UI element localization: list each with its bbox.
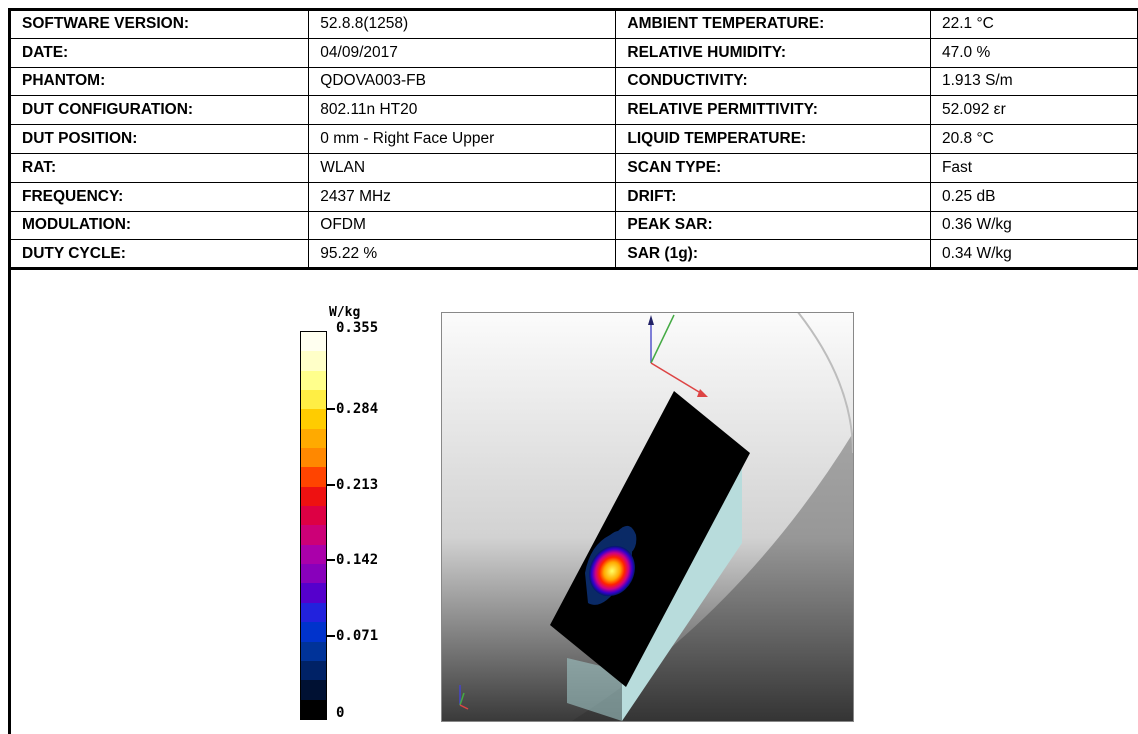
field-value: 802.11n HT20 [308, 95, 617, 126]
field-value: 0 mm - Right Face Upper [308, 124, 617, 154]
field-value: 47.0 % [929, 37, 1138, 68]
field-value: QDOVA003-FB [308, 66, 617, 97]
color-band [301, 390, 326, 410]
field-value: 0.36 W/kg [929, 210, 1138, 241]
color-band [301, 351, 326, 371]
color-band [301, 641, 326, 661]
color-band [301, 370, 326, 391]
info-row: RAT: WLAN SCAN TYPE: Fast [7, 152, 1138, 183]
field-label: FREQUENCY: [7, 181, 310, 212]
field-label: LIQUID TEMPERATURE: [615, 124, 931, 154]
field-value: 1.913 S/m [929, 66, 1138, 97]
color-band [301, 544, 326, 565]
color-band [301, 660, 326, 681]
field-value: OFDM [308, 210, 617, 241]
measurement-info-table: SOFTWARE VERSION: 52.8.8(1258) AMBIENT TEM… [7, 8, 1138, 271]
sar-3d-view [441, 312, 854, 722]
field-label: PHANTOM: [7, 66, 310, 97]
legend-unit-label: W/kg [329, 305, 361, 320]
color-band [301, 486, 326, 507]
color-band [301, 448, 326, 468]
field-label: SOFTWARE VERSION: [7, 8, 310, 39]
info-row: FREQUENCY: 2437 MHz DRIFT: 0.25 dB [7, 181, 1138, 212]
info-row: DUTY CYCLE: 95.22 % SAR (1g): 0.34 W/kg [7, 239, 1138, 271]
color-band [301, 583, 326, 603]
color-band [301, 622, 326, 642]
field-label: SCAN TYPE: [615, 152, 931, 183]
field-value: 95.22 % [308, 239, 617, 271]
color-band [301, 564, 326, 584]
field-label: DATE: [7, 37, 310, 68]
field-value: 22.1 °C [929, 8, 1138, 39]
field-label: PEAK SAR: [615, 210, 931, 241]
field-label: SAR (1g): [615, 239, 931, 271]
field-value: Fast [929, 152, 1138, 183]
field-label: DRIFT: [615, 181, 931, 212]
legend-tick-mark [326, 559, 335, 561]
legend-tick-label: 0.355 [336, 320, 379, 336]
color-band [301, 602, 326, 623]
field-value: 0.34 W/kg [929, 239, 1138, 271]
legend-tick-label: 0.284 [336, 401, 379, 417]
field-value: 2437 MHz [308, 181, 617, 212]
legend-tick-mark [326, 408, 335, 410]
sar-color-scale [300, 331, 327, 720]
color-band [301, 506, 326, 526]
field-label: AMBIENT TEMPERATURE: [615, 8, 931, 39]
info-row: DUT CONFIGURATION: 802.11n HT20 RELATIVE P… [7, 95, 1138, 126]
info-row: DATE: 04/09/2017 RELATIVE HUMIDITY: 47.0 % [7, 37, 1138, 68]
field-label: DUT CONFIGURATION: [7, 95, 310, 126]
info-row: PHANTOM: QDOVA003-FB CONDUCTIVITY: 1.913 S/… [7, 66, 1138, 97]
field-value: WLAN [308, 152, 617, 183]
field-value: 52.8.8(1258) [308, 8, 617, 39]
color-band [301, 332, 326, 352]
field-label: MODULATION: [7, 210, 310, 241]
color-band [301, 428, 326, 449]
field-value: 20.8 °C [929, 124, 1138, 154]
field-value: 0.25 dB [929, 181, 1138, 212]
legend-tick-label: 0 [336, 705, 345, 721]
sar-scan-image [442, 313, 853, 721]
info-row: DUT POSITION: 0 mm - Right Face Upper LIQU… [7, 124, 1138, 154]
field-value: 52.092 εr [929, 95, 1138, 126]
color-band [301, 409, 326, 429]
legend-tick-label: 0.071 [336, 628, 379, 644]
legend-tick-mark [326, 484, 335, 486]
info-row: SOFTWARE VERSION: 52.8.8(1258) AMBIENT TEM… [7, 8, 1138, 39]
field-label: DUTY CYCLE: [7, 239, 310, 271]
field-label: RELATIVE PERMITTIVITY: [615, 95, 931, 126]
color-band [301, 699, 326, 719]
field-label: DUT POSITION: [7, 124, 310, 154]
field-label: RELATIVE HUMIDITY: [615, 37, 931, 68]
info-row: MODULATION: OFDM PEAK SAR: 0.36 W/kg [7, 210, 1138, 241]
color-band [301, 525, 326, 545]
field-value: 04/09/2017 [308, 37, 617, 68]
color-band [301, 680, 326, 700]
legend-tick-mark [326, 635, 335, 637]
color-band [301, 467, 326, 487]
field-label: CONDUCTIVITY: [615, 66, 931, 97]
legend-tick-label: 0.142 [336, 552, 379, 568]
field-label: RAT: [7, 152, 310, 183]
legend-tick-label: 0.213 [336, 477, 379, 493]
